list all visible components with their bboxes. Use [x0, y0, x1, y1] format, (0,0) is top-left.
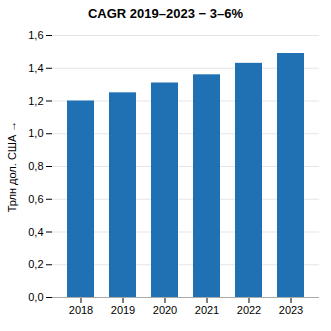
svg-text:0,0: 0,0: [28, 291, 43, 303]
svg-text:1,6: 1,6: [28, 29, 43, 41]
svg-text:0,2: 0,2: [28, 258, 43, 270]
svg-text:0,4: 0,4: [28, 226, 43, 238]
html-text:CAGR 2019–2023 − 3–6%: CAGR 2019–2023 − 3–6%: [88, 6, 243, 21]
svg-text:2019: 2019: [111, 304, 135, 316]
svg-text:2018: 2018: [69, 304, 93, 316]
svg-text:0,6: 0,6: [28, 193, 43, 205]
svg-text:2022: 2022: [237, 304, 261, 316]
svg-text:1,0: 1,0: [28, 127, 43, 139]
svg-text:0,8: 0,8: [28, 160, 43, 172]
svg-text:Трлн дол. США →: Трлн дол. США →: [6, 121, 18, 213]
svg-text:2020: 2020: [153, 304, 177, 316]
svg-text:2021: 2021: [195, 304, 219, 316]
svg-text:1,2: 1,2: [28, 95, 43, 107]
svg-text:1,4: 1,4: [28, 62, 43, 74]
svg-text:2023: 2023: [279, 304, 303, 316]
